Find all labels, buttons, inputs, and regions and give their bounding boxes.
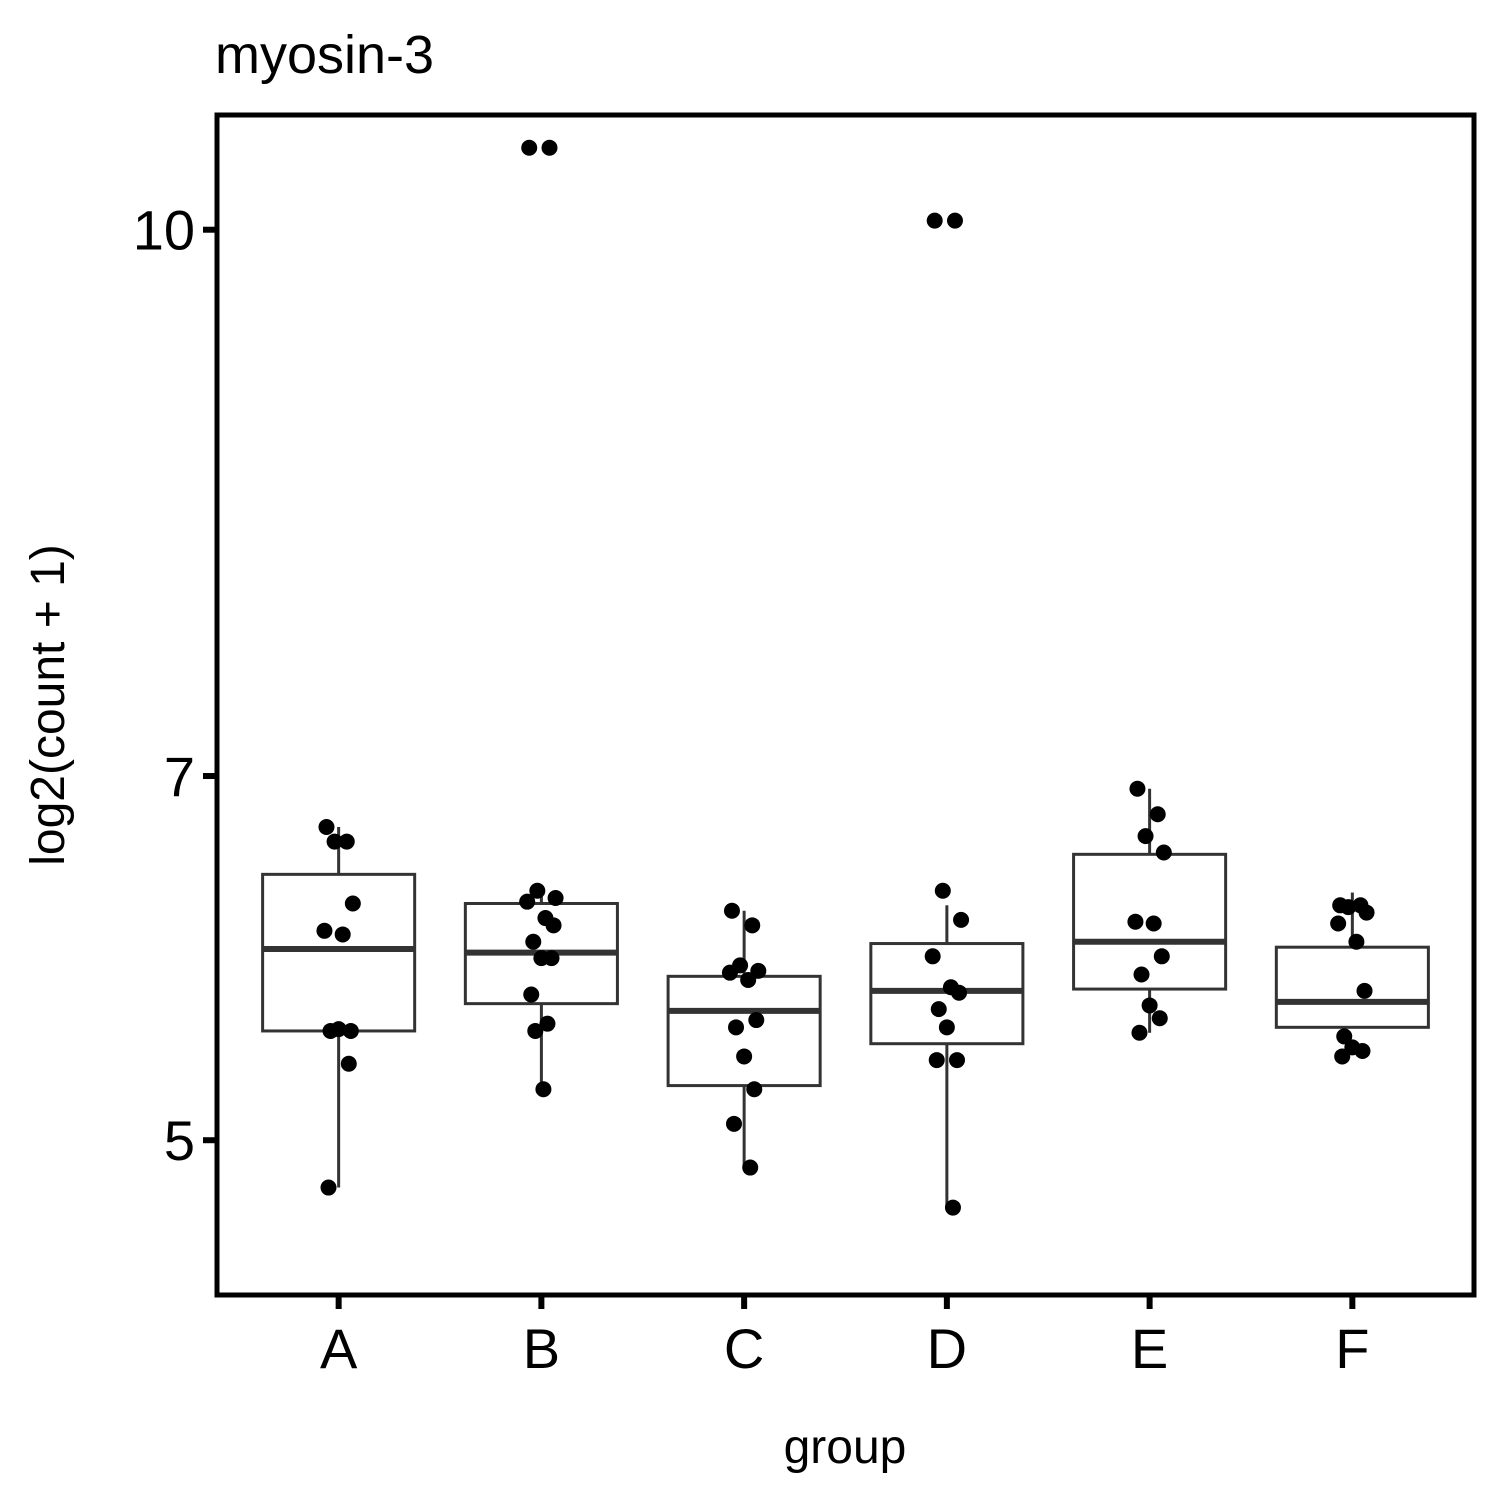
data-point — [320, 1179, 337, 1196]
data-point — [1129, 780, 1146, 797]
data-point — [1141, 997, 1158, 1014]
data-point — [736, 1048, 753, 1065]
box-iqr — [261, 872, 417, 1033]
data-point — [740, 971, 757, 988]
box-iqr — [1274, 945, 1430, 1029]
data-point — [1155, 844, 1172, 861]
data-point — [748, 1012, 765, 1029]
data-point — [1133, 966, 1150, 983]
data-point — [344, 895, 361, 912]
data-point — [951, 984, 968, 1001]
data-point — [1131, 1024, 1148, 1041]
data-point — [723, 902, 740, 919]
box-iqr — [666, 974, 822, 1088]
y-tick-label: 7 — [164, 745, 195, 808]
data-point — [1356, 982, 1373, 999]
data-point — [1358, 904, 1375, 921]
data-point — [928, 1052, 945, 1069]
data-point — [547, 890, 564, 907]
data-point — [529, 882, 546, 899]
data-point — [742, 1159, 759, 1176]
data-point — [944, 1199, 961, 1216]
data-point — [1354, 1042, 1371, 1059]
data-point — [326, 833, 343, 850]
points-E — [1127, 780, 1172, 1041]
data-point — [342, 1022, 359, 1039]
points-F — [1330, 897, 1375, 1065]
data-point — [521, 139, 538, 156]
data-point — [541, 139, 558, 156]
plot-frame — [214, 112, 1477, 1298]
y-tick-label: 10 — [133, 199, 195, 262]
points-D — [924, 212, 970, 1216]
box-D — [869, 905, 1025, 1208]
data-point — [924, 948, 941, 965]
data-point — [1348, 933, 1365, 950]
x-tick-label: B — [523, 1317, 560, 1380]
x-tick-label: F — [1335, 1317, 1369, 1380]
points-B — [519, 139, 564, 1098]
x-axis-title: group — [784, 1421, 907, 1474]
data-point — [1336, 1028, 1353, 1045]
data-point — [744, 917, 761, 934]
data-point — [338, 833, 355, 850]
data-point — [539, 1015, 556, 1032]
plot-area — [261, 139, 1430, 1216]
x-tick-label: A — [320, 1317, 358, 1380]
y-axis-title: log2(count + 1) — [22, 544, 75, 866]
points-C — [721, 902, 767, 1176]
data-point — [1137, 828, 1154, 845]
data-point — [938, 1019, 955, 1036]
data-point — [926, 212, 943, 229]
data-point — [953, 911, 970, 928]
data-point — [1151, 1010, 1168, 1027]
data-point — [725, 1115, 742, 1132]
data-point — [1149, 806, 1166, 823]
box-E — [1072, 788, 1228, 1033]
data-point — [728, 1019, 745, 1036]
box-C — [666, 910, 822, 1168]
data-point — [525, 933, 542, 950]
x-tick-label: E — [1131, 1317, 1168, 1380]
data-point — [1127, 913, 1144, 930]
data-point — [934, 882, 951, 899]
data-point — [316, 922, 333, 939]
axes: 5 7 10 A B C D E F — [133, 199, 1370, 1380]
data-point — [519, 893, 536, 910]
data-point — [1330, 915, 1347, 932]
data-point — [930, 1001, 947, 1018]
data-point — [318, 819, 335, 836]
data-point — [527, 1022, 544, 1039]
x-tick-label: D — [927, 1317, 967, 1380]
data-point — [1145, 915, 1162, 932]
chart-title: myosin-3 — [215, 25, 434, 85]
data-point — [545, 917, 562, 934]
box-A — [261, 827, 417, 1188]
box-F — [1274, 892, 1430, 1029]
data-point — [340, 1055, 357, 1072]
data-point — [543, 950, 560, 967]
points-A — [316, 819, 361, 1196]
data-point — [1334, 1048, 1351, 1065]
data-point — [535, 1081, 552, 1098]
y-tick-label: 5 — [164, 1109, 195, 1172]
data-point — [1153, 948, 1170, 965]
data-point — [523, 986, 540, 1003]
data-point — [946, 212, 963, 229]
data-point — [334, 926, 351, 943]
x-tick-label: C — [724, 1317, 764, 1380]
data-point — [330, 1021, 347, 1038]
data-point — [746, 1081, 763, 1098]
data-point — [1340, 899, 1357, 916]
data-point — [721, 964, 738, 981]
data-point — [949, 1052, 966, 1069]
